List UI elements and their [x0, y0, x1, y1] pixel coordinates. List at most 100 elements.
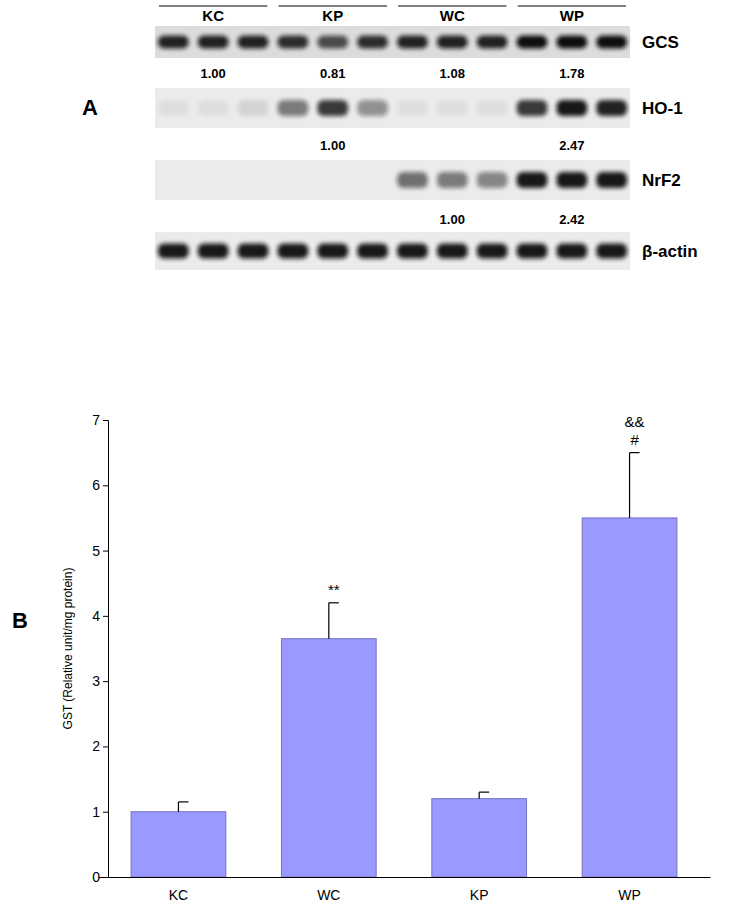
y-tick-mark [103, 812, 108, 813]
y-tick: 6 [92, 477, 108, 493]
panel-label: A [82, 95, 98, 120]
blot-band [158, 36, 189, 49]
y-tick-label: 6 [92, 477, 100, 493]
significance-annotation: ** [328, 581, 340, 598]
y-tick-label: 2 [92, 738, 100, 754]
quant-label: 1.00 [320, 138, 345, 153]
y-tick-mark [103, 746, 108, 747]
blot-band [278, 100, 309, 116]
y-axis: 0 1 2 3 4 5 6 7 [92, 412, 108, 885]
y-tick-label: 7 [92, 412, 100, 428]
y-tick-mark [103, 551, 108, 552]
y-tick: 0 [92, 869, 108, 885]
error-bar [329, 603, 339, 639]
panel-label: B [12, 608, 28, 633]
blot-band [477, 172, 508, 188]
blot-band [397, 36, 428, 49]
quant-label: 0.81 [320, 66, 345, 81]
blot-strip [155, 26, 630, 58]
x-tick: KP [470, 877, 489, 903]
x-tick: WC [317, 877, 340, 903]
blot-band [556, 172, 587, 188]
blot-band [357, 100, 388, 116]
bar-chart: 01234567KCWCKPWPGST (Relative unit/mg pr… [61, 412, 711, 903]
blot-band [198, 36, 229, 49]
y-axis-line [103, 421, 109, 878]
error-bar-cap [329, 602, 339, 603]
blot-band [517, 100, 548, 116]
y-tick-mark [103, 616, 108, 617]
bar [582, 518, 677, 877]
y-tick: 2 [92, 738, 108, 754]
blot-band [517, 243, 548, 258]
blot-band [238, 100, 269, 116]
blot-band [397, 172, 428, 188]
x-tick: KC [169, 877, 188, 903]
x-tick-label: KC [169, 887, 188, 903]
blot-band [556, 36, 587, 49]
y-tick-label: 4 [92, 608, 100, 624]
blot-band [517, 36, 548, 49]
blot-band [556, 100, 587, 116]
error-bar-stem [178, 802, 179, 812]
x-tick-label: WP [618, 887, 641, 903]
error-bar-stem [328, 603, 329, 639]
group-label: WC [440, 7, 465, 24]
significance-annotation: # [630, 431, 639, 448]
error-bar-stem [479, 792, 480, 799]
figure: ABKCKPWCWPGCS1.000.811.081.78HO-11.002.4… [0, 0, 750, 918]
bar [281, 639, 376, 877]
blot-band [198, 100, 229, 116]
blot-band [238, 243, 269, 258]
y-tick-label: 3 [92, 673, 100, 689]
y-tick: 7 [92, 412, 108, 428]
error-bar-cap [178, 801, 188, 802]
y-tick: 4 [92, 608, 108, 624]
error-bar-stem [629, 453, 630, 518]
x-axis: KC WC KP WP [99, 877, 711, 903]
blot-band [238, 36, 269, 49]
quant-label: 2.42 [559, 212, 584, 227]
blot-band [198, 243, 229, 258]
blot-band [596, 172, 627, 188]
blot-band [477, 100, 508, 116]
x-tick-label: WC [317, 887, 340, 903]
quant-label: 1.00 [440, 212, 465, 227]
y-tick-label: 5 [92, 543, 100, 559]
quant-label: 1.00 [201, 66, 226, 81]
quant-label: 1.78 [559, 66, 584, 81]
row-label: GCS [642, 33, 679, 52]
quant-label: 1.08 [440, 66, 465, 81]
row-label: β-actin [642, 242, 698, 261]
error-bar [479, 792, 489, 799]
blot-band [158, 100, 189, 116]
error-bar [630, 453, 640, 518]
blot-band [437, 172, 468, 188]
blot-band [437, 36, 468, 49]
blot-band [556, 243, 587, 258]
bar [131, 812, 226, 877]
blot-band [477, 36, 508, 49]
blot-band [357, 36, 388, 49]
significance-annotation: && [625, 413, 645, 430]
y-tick-label: 1 [92, 804, 100, 820]
y-tick-mark [103, 681, 108, 682]
blot-band [596, 100, 627, 116]
error-bar-cap [479, 792, 489, 793]
bar [432, 799, 527, 877]
blot-band [317, 243, 348, 258]
y-tick: 1 [92, 804, 108, 820]
blot-band [596, 243, 627, 258]
blot-band [278, 243, 309, 258]
blot-band [477, 243, 508, 258]
y-tick: 5 [92, 543, 108, 559]
blot-panel: KCKPWCWPGCS1.000.811.081.78HO-11.002.47N… [155, 6, 698, 270]
plot-area [131, 453, 677, 877]
group-label: KC [202, 7, 224, 24]
y-tick-mark [103, 420, 108, 421]
blot-band [596, 36, 627, 49]
y-tick: 3 [92, 673, 108, 689]
group-label: WP [560, 7, 584, 24]
y-tick-mark [103, 485, 108, 486]
group-label: KP [322, 7, 343, 24]
